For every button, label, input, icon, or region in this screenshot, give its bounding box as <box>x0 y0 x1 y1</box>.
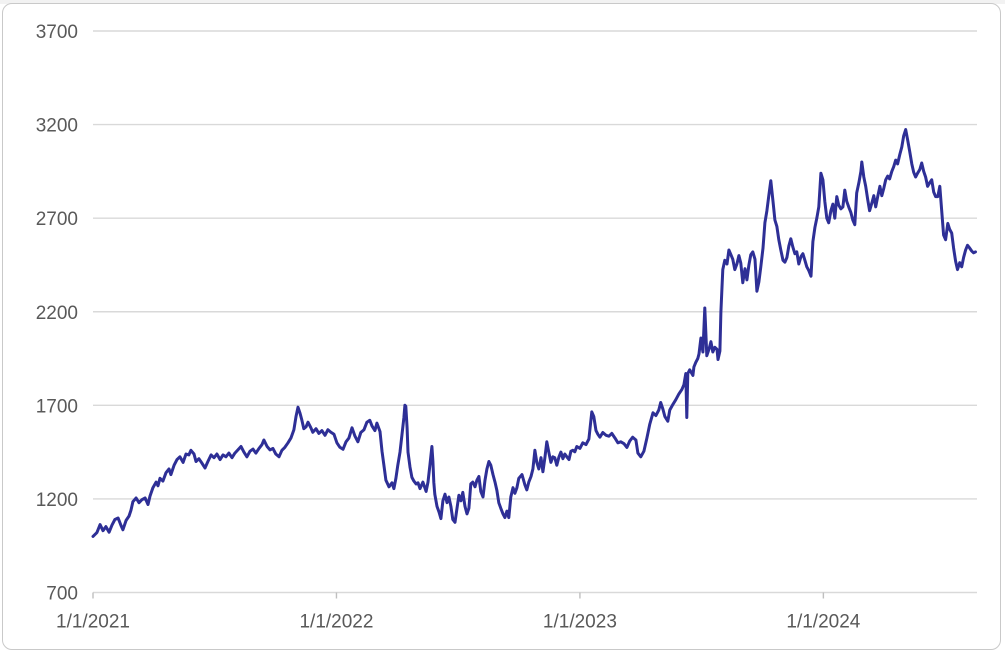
y-tick-label: 2700 <box>36 209 78 230</box>
y-tick-label: 700 <box>46 584 78 605</box>
x-tick-label: 1/1/2024 <box>786 612 860 633</box>
y-tick-label: 3200 <box>36 116 78 137</box>
x-tick-label: 1/1/2022 <box>299 612 373 633</box>
x-tick-label: 1/1/2023 <box>543 612 617 633</box>
series-line-price <box>91 128 977 538</box>
y-tick-label: 2200 <box>36 303 78 324</box>
page-top-strip <box>0 0 1005 4</box>
y-tick-label: 3700 <box>36 22 78 43</box>
y-tick-label: 1700 <box>36 396 78 417</box>
y-tick-label: 1200 <box>36 490 78 511</box>
x-tick-label: 1/1/2021 <box>56 612 130 633</box>
chart-frame <box>2 3 1001 650</box>
